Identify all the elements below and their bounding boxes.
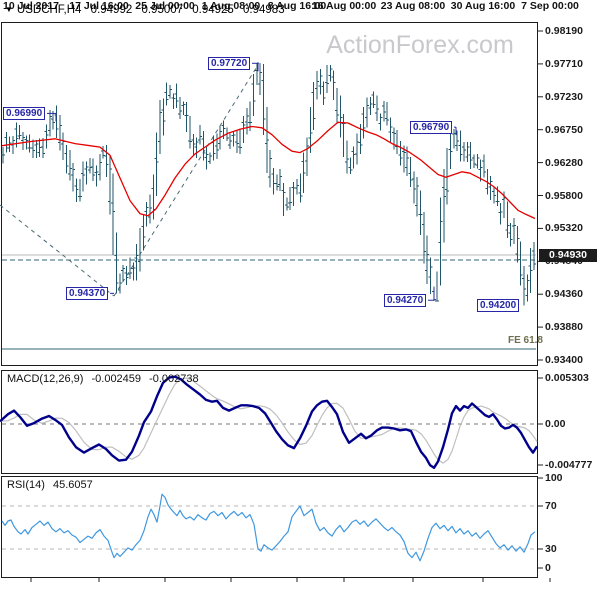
- trendline-1: [0, 204, 115, 297]
- main-panel-border: [1, 22, 538, 366]
- moving-average-line: [1, 121, 536, 220]
- symbol-timeframe: USDCHF,H4: [16, 4, 82, 16]
- macd-signal-line: [0, 377, 538, 464]
- watermark: ActionForex.com: [326, 31, 514, 59]
- chart-header: ▼ USDCHF,H4 0.94992 0.95007 0.94925 0.949…: [5, 4, 291, 16]
- rsi-panel-border: [1, 476, 538, 578]
- symbol-dropdown-icon[interactable]: ▼: [5, 5, 13, 14]
- ohlc-close: 0.94983: [243, 4, 285, 16]
- ohlc-high: 0.95007: [141, 4, 184, 16]
- macd-panel-border: [1, 370, 538, 474]
- ohlc-bars: [1, 62, 537, 306]
- macd-main-line: [0, 375, 539, 469]
- rsi-line: [1, 493, 536, 562]
- trendline-2: [113, 64, 259, 297]
- ohlc-low: 0.94925: [192, 4, 234, 16]
- ohlc-open: 0.94992: [90, 4, 133, 16]
